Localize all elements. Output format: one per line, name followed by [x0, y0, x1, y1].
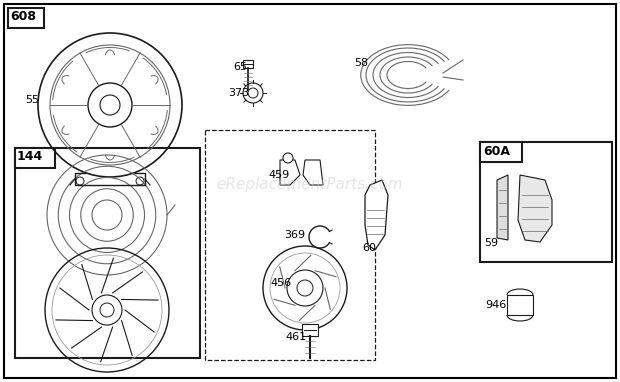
Bar — [205, 130, 375, 360]
Text: 456: 456 — [270, 278, 291, 288]
Circle shape — [283, 153, 293, 163]
Text: 55: 55 — [25, 95, 39, 105]
Bar — [507, 295, 533, 315]
Bar — [15, 148, 200, 358]
Bar — [8, 8, 44, 28]
Text: 144: 144 — [17, 150, 43, 163]
Text: 58: 58 — [354, 58, 368, 68]
Text: 59: 59 — [484, 238, 498, 248]
Text: 459: 459 — [268, 170, 290, 180]
Text: eReplacementParts.com: eReplacementParts.com — [216, 178, 404, 193]
Text: 369: 369 — [284, 230, 305, 240]
Polygon shape — [280, 160, 300, 185]
Bar — [480, 142, 612, 262]
Polygon shape — [497, 175, 508, 240]
Text: 608: 608 — [10, 10, 36, 23]
Text: 60A: 60A — [483, 145, 510, 158]
Text: 65: 65 — [233, 62, 247, 72]
Bar — [15, 148, 55, 168]
Polygon shape — [303, 160, 323, 185]
Text: 60: 60 — [362, 243, 376, 253]
Text: 946: 946 — [485, 300, 507, 310]
Polygon shape — [518, 175, 552, 242]
Bar — [243, 60, 253, 68]
Bar — [302, 324, 318, 336]
Text: 373: 373 — [228, 88, 249, 98]
Bar — [480, 142, 522, 162]
Text: 461: 461 — [285, 332, 306, 342]
Polygon shape — [365, 180, 388, 250]
